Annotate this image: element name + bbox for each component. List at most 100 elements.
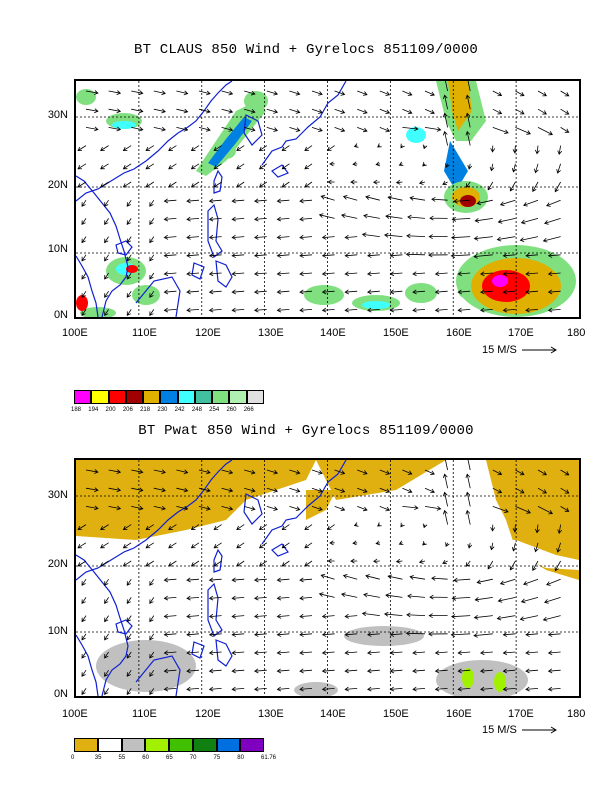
panel2-ytick: 0N bbox=[53, 688, 68, 700]
wind-arrow bbox=[163, 595, 177, 601]
wind-arrow bbox=[525, 668, 539, 674]
panel1-map bbox=[74, 79, 581, 319]
wind-arrow bbox=[434, 289, 448, 295]
colorbar-swatch bbox=[143, 390, 161, 404]
wind-arrow bbox=[357, 90, 368, 96]
wind-arrow bbox=[341, 213, 358, 219]
wind-arrow bbox=[258, 145, 268, 152]
wind-arrow bbox=[402, 487, 413, 494]
wind-arrow bbox=[276, 668, 290, 674]
wind-arrow bbox=[231, 198, 245, 204]
panel2-ytick: 20N bbox=[47, 558, 68, 570]
wind-arrow bbox=[153, 126, 166, 132]
coastline-segment bbox=[115, 619, 133, 635]
wind-arrow bbox=[321, 289, 335, 295]
wind-arrow bbox=[489, 542, 495, 551]
wind-arrow bbox=[254, 650, 267, 656]
wind-arrow bbox=[104, 290, 109, 298]
wind-arrow bbox=[520, 218, 539, 225]
wind-arrow bbox=[344, 668, 358, 674]
wind-arrow bbox=[254, 613, 267, 619]
wind-arrow bbox=[299, 307, 313, 313]
wind-arrow bbox=[304, 163, 313, 170]
wind-arrow bbox=[429, 594, 448, 600]
wind-arrow bbox=[334, 487, 346, 493]
wind-arrow bbox=[525, 253, 539, 258]
wind-arrow bbox=[258, 560, 268, 567]
wind-arrow bbox=[496, 236, 516, 242]
wind-arrow bbox=[424, 469, 435, 475]
wind-arrow bbox=[535, 524, 540, 534]
wind-arrow bbox=[476, 199, 493, 206]
wind-arrow bbox=[85, 487, 99, 493]
wind-arrow bbox=[320, 194, 335, 201]
wind-arrow bbox=[379, 487, 391, 494]
coastline-segment bbox=[76, 81, 233, 202]
wind-arrow bbox=[81, 199, 87, 207]
wind-arrow bbox=[244, 90, 256, 96]
wind-arrow bbox=[299, 668, 313, 674]
wind-arrow bbox=[254, 289, 267, 295]
wind-arrow bbox=[442, 473, 448, 489]
wind-arrow bbox=[190, 560, 200, 567]
wind-arrow bbox=[489, 163, 495, 172]
wind-arrow bbox=[149, 688, 155, 696]
wind-arrow bbox=[344, 650, 358, 656]
wind-arrow bbox=[409, 195, 426, 201]
colorbar-label: 206 bbox=[122, 407, 133, 413]
wind-arrow bbox=[81, 688, 87, 696]
wind-arrow bbox=[231, 686, 245, 692]
coastline-segment bbox=[135, 276, 181, 317]
coastline-segment bbox=[243, 493, 263, 525]
wind-arrow bbox=[149, 290, 155, 298]
wind-arrow bbox=[537, 469, 547, 476]
wind-arrow bbox=[198, 127, 211, 132]
wind-arrow bbox=[208, 577, 222, 583]
colorbar-label: 254 bbox=[209, 407, 220, 413]
wind-arrow bbox=[244, 487, 256, 493]
wind-arrow bbox=[266, 90, 279, 96]
wind-arrow bbox=[334, 90, 346, 96]
wind-arrow bbox=[428, 252, 448, 258]
wind-arrow bbox=[186, 271, 200, 277]
wind-arrow bbox=[367, 271, 380, 277]
wind-arrow bbox=[281, 163, 290, 170]
wind-arrow bbox=[126, 633, 132, 641]
wind-arrow bbox=[547, 686, 561, 692]
wind-arrow bbox=[509, 560, 516, 571]
wind-arrow bbox=[149, 272, 155, 280]
wind-arrow bbox=[367, 632, 380, 637]
wind-arrow bbox=[342, 573, 358, 580]
wind-arrow bbox=[77, 145, 87, 152]
wind-arrow bbox=[81, 578, 87, 586]
wind-arrow bbox=[104, 309, 109, 317]
wind-arrow bbox=[480, 271, 493, 277]
wind-arrow bbox=[375, 540, 381, 546]
wind-arrow bbox=[276, 198, 290, 204]
wind-arrow bbox=[131, 505, 144, 511]
wind-arrow bbox=[153, 469, 166, 475]
wind-arrow bbox=[108, 108, 122, 114]
wind-arrow bbox=[81, 615, 87, 623]
panel1-ytick: 0N bbox=[53, 309, 68, 321]
wind-arrow bbox=[450, 632, 471, 638]
cloud-band bbox=[448, 81, 472, 131]
wind-arrow bbox=[497, 218, 516, 224]
wind-arrow bbox=[100, 524, 109, 531]
wind-arrow bbox=[525, 289, 539, 295]
panel1-map-svg bbox=[76, 81, 579, 317]
wind-arrow bbox=[367, 686, 380, 692]
wind-arrow bbox=[266, 127, 279, 132]
pwat-region bbox=[294, 682, 338, 696]
wind-arrow bbox=[77, 524, 87, 531]
wind-arrow bbox=[418, 180, 426, 185]
wind-arrow bbox=[487, 181, 494, 191]
wind-arrow bbox=[186, 577, 200, 583]
wind-arrow bbox=[379, 108, 391, 115]
wind-arrow bbox=[467, 163, 473, 170]
wind-arrow bbox=[254, 686, 267, 692]
wind-arrow bbox=[213, 163, 222, 170]
wind-arrow bbox=[407, 214, 426, 220]
wind-arrow bbox=[276, 216, 290, 222]
coastline-segment bbox=[213, 548, 223, 573]
